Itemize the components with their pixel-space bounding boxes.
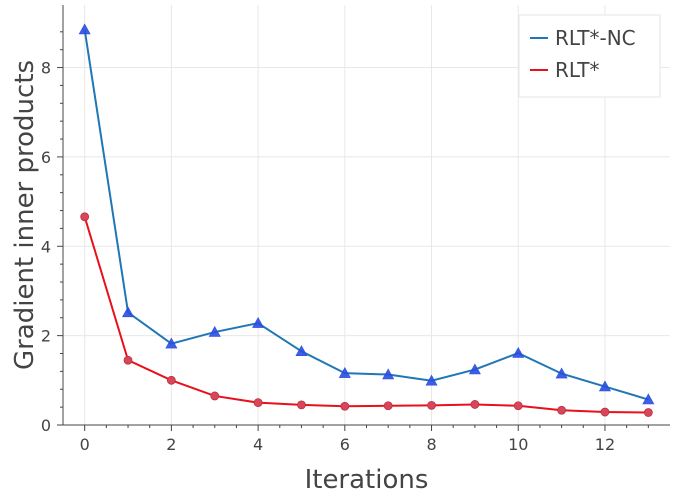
data-point-rlt-nc [122, 306, 135, 318]
y-tick-label: 4 [41, 237, 51, 256]
data-point-rlt [557, 405, 567, 415]
y-tick-label: 0 [41, 416, 51, 435]
x-tick-label: 4 [253, 435, 263, 454]
data-point-rlt-nc [165, 337, 178, 349]
data-point-rlt-nc [598, 380, 611, 392]
grid [63, 5, 670, 426]
data-point-rlt [470, 400, 480, 409]
y-tick-label: 2 [41, 327, 51, 346]
data-point-rlt-nc [208, 325, 221, 337]
x-tick-label: 0 [80, 435, 90, 454]
data-point-rlt [297, 400, 306, 410]
data-point-rlt-nc [338, 367, 351, 378]
y-tick-label: 6 [41, 148, 51, 167]
x-tick-label: 2 [166, 435, 176, 454]
series-line-rlt-nc [83, 29, 649, 401]
data-point-rlt-nc [295, 345, 308, 356]
data-point-rlt-nc [468, 363, 481, 375]
x-tick-label: 6 [340, 435, 350, 454]
data-point-rlt-nc [382, 368, 395, 380]
data-point-rlt [643, 408, 653, 417]
axes: 0 2 4 6 8 10 12 0 2 4 6 8 [41, 5, 670, 454]
data-point-rlt-nc [425, 374, 438, 386]
data-point-rlt-nc [642, 393, 655, 405]
x-tick-label: 12 [595, 435, 615, 454]
data-point-rlt [80, 212, 90, 222]
data-point-rlt-nc [252, 317, 265, 328]
data-point-rlt [600, 407, 610, 417]
data-point-rlt [123, 355, 133, 365]
x-axis-title: Iterations [305, 465, 429, 495]
x-tick-label: 10 [508, 435, 528, 454]
data-point-rlt [210, 391, 220, 401]
data-point-rlt [166, 375, 176, 385]
legend-label-rlt: RLT* [555, 58, 600, 82]
data-point-rlt [513, 401, 523, 411]
data-point-rlt [427, 400, 436, 410]
data-point-rlt [253, 398, 263, 408]
y-axis-title: Gradient inner products [10, 60, 40, 370]
data-point-rlt-nc [512, 346, 525, 358]
data-point-rlt-nc [78, 23, 91, 35]
data-point-rlt [340, 401, 350, 411]
y-tick-label: 8 [41, 59, 51, 78]
legend-label-rlt-nc: RLT*-NC [555, 26, 636, 50]
data-point-rlt-nc [555, 367, 568, 379]
legend: RLT*-NC RLT* [518, 14, 661, 98]
legend-box [518, 14, 661, 98]
data-point-rlt [383, 401, 393, 411]
series-layer [78, 23, 655, 417]
series-line-rlt [83, 216, 649, 414]
x-tick-label: 8 [426, 435, 436, 454]
